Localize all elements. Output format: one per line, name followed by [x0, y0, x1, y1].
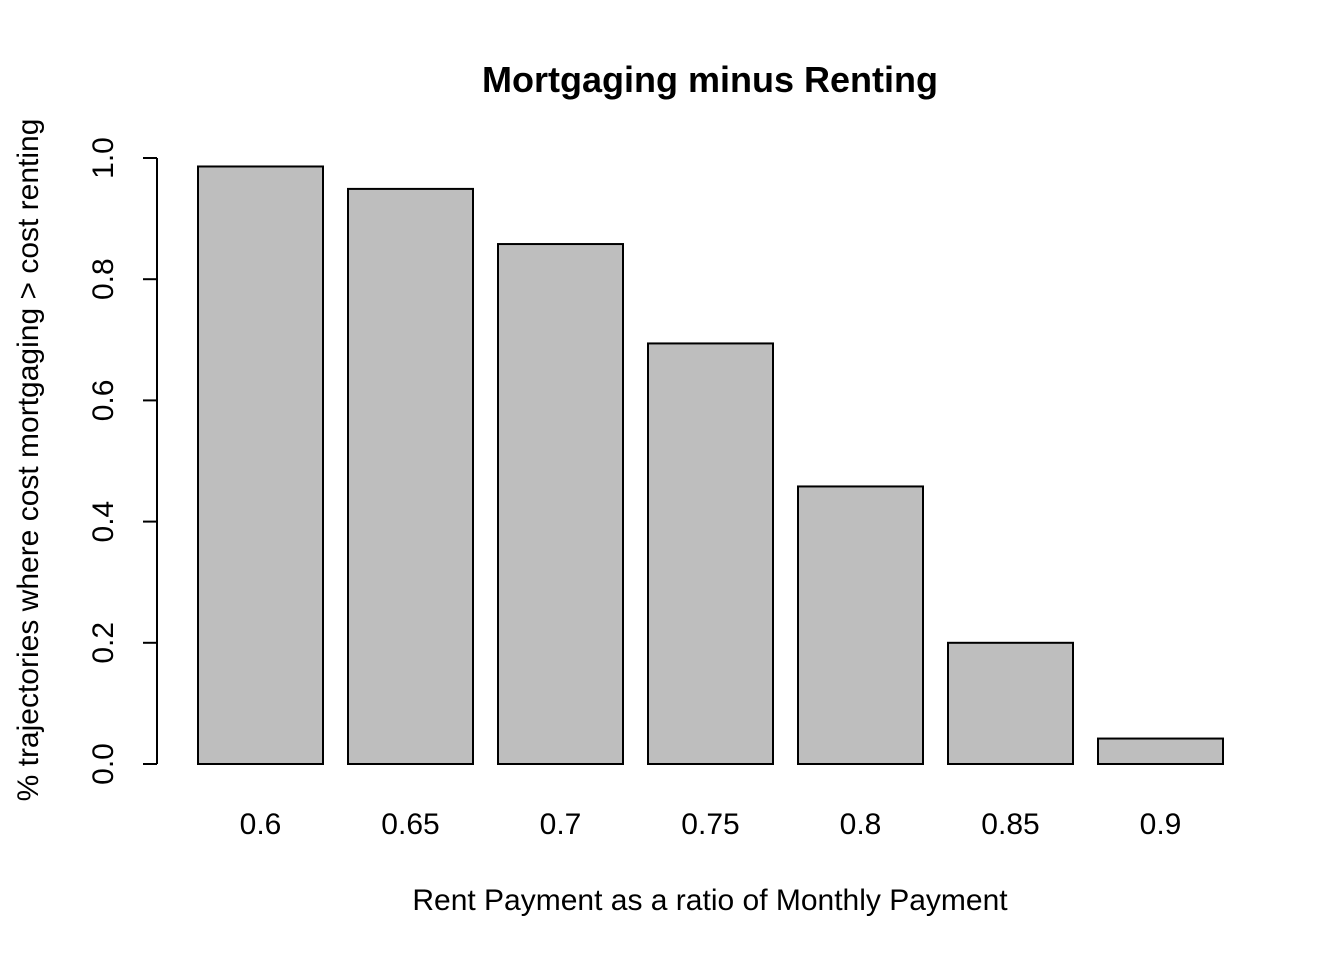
- x-tick-label: 0.65: [381, 808, 439, 841]
- y-tick-label: 0.8: [87, 258, 120, 300]
- x-tick-label: 0.7: [540, 808, 582, 841]
- bar-0.6: [197, 165, 324, 765]
- chart-title: Mortgaging minus Renting: [482, 59, 938, 100]
- bar-0.85: [947, 641, 1074, 765]
- y-tick-label: 1.0: [87, 137, 120, 179]
- x-tick-label: 0.6: [240, 808, 282, 841]
- y-tick-label: 0.2: [87, 622, 120, 664]
- x-tick-label: 0.9: [1140, 808, 1182, 841]
- y-axis: 0.0 0.2 0.4 0.6 0.8 1.0: [87, 137, 158, 785]
- x-axis-label: Rent Payment as a ratio of Monthly Payme…: [412, 884, 1008, 917]
- y-tick-label: 0.0: [87, 743, 120, 785]
- x-tick-label: 0.75: [681, 808, 739, 841]
- bar-0.65: [347, 187, 474, 765]
- y-tick-label: 0.6: [87, 380, 120, 422]
- y-axis-label: % trajectories where cost mortgaging > c…: [12, 119, 45, 802]
- y-tick-label: 0.4: [87, 501, 120, 543]
- bar-0.75: [647, 342, 774, 765]
- bar-0.8: [797, 485, 924, 765]
- x-tick-label: 0.85: [981, 808, 1039, 841]
- bar-0.7: [497, 243, 624, 765]
- bar-0.9: [1097, 737, 1224, 765]
- x-axis-tick-labels: 0.6 0.65 0.7 0.75 0.8 0.85 0.9: [240, 808, 1182, 841]
- x-tick-label: 0.8: [840, 808, 882, 841]
- bars: [197, 165, 1224, 765]
